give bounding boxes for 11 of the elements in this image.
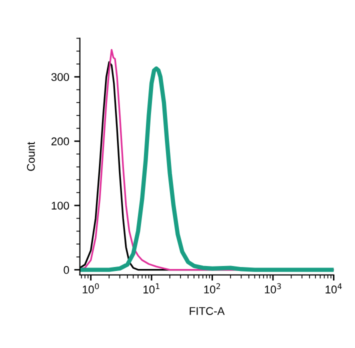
x-axis-title: FITC-A bbox=[190, 307, 225, 315]
y-axis-title: Count bbox=[26, 142, 35, 171]
x-tick-label: 10$^{2}$ bbox=[204, 283, 220, 294]
x-tick-label: 10$^{4}$ bbox=[326, 283, 342, 294]
y-tick-label: 200 bbox=[51, 137, 70, 146]
x-tick-label: 10$^{1}$ bbox=[144, 283, 160, 294]
y-tick-label: 0 bbox=[64, 266, 70, 274]
y-tick-label: 100 bbox=[52, 202, 70, 210]
x-tick-label: 10$^{0}$ bbox=[82, 283, 99, 294]
y-tick-label: 300 bbox=[51, 73, 70, 81]
x-tick-label: 10$^{3}$ bbox=[264, 283, 281, 294]
